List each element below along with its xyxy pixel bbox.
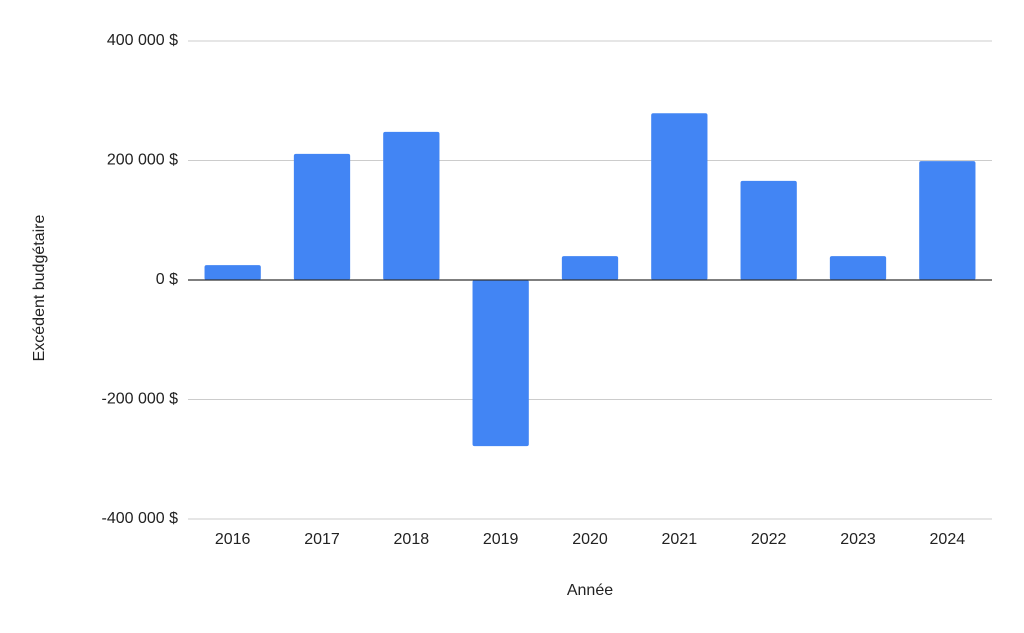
y-tick-label: 400 000 $ <box>107 32 178 49</box>
x-tick-label: 2016 <box>215 531 251 548</box>
bar <box>919 161 976 280</box>
y-tick-label: -200 000 $ <box>101 391 178 408</box>
x-axis-title: Année <box>567 582 613 599</box>
y-tick-label: 200 000 $ <box>107 152 178 169</box>
x-tick-label: 2017 <box>304 531 340 548</box>
bar <box>383 131 440 280</box>
bar <box>293 153 351 280</box>
y-tick-label: 0 $ <box>156 271 178 288</box>
x-tick-label: 2019 <box>483 531 519 548</box>
x-tick-label: 2018 <box>394 531 430 548</box>
bar <box>204 265 261 280</box>
x-tick-label: 2023 <box>840 531 876 548</box>
bar <box>651 113 708 280</box>
x-tick-label: 2022 <box>751 531 787 548</box>
x-tick-label: 2020 <box>572 531 608 548</box>
bar <box>472 280 529 447</box>
y-tick-label: -400 000 $ <box>101 510 178 527</box>
x-tick-label: 2021 <box>662 531 698 548</box>
y-axis-title: Excédent budgétaire <box>31 215 48 362</box>
bar <box>829 256 887 280</box>
bar <box>740 180 797 280</box>
x-tick-label: 2024 <box>930 531 966 548</box>
bar <box>561 256 619 280</box>
